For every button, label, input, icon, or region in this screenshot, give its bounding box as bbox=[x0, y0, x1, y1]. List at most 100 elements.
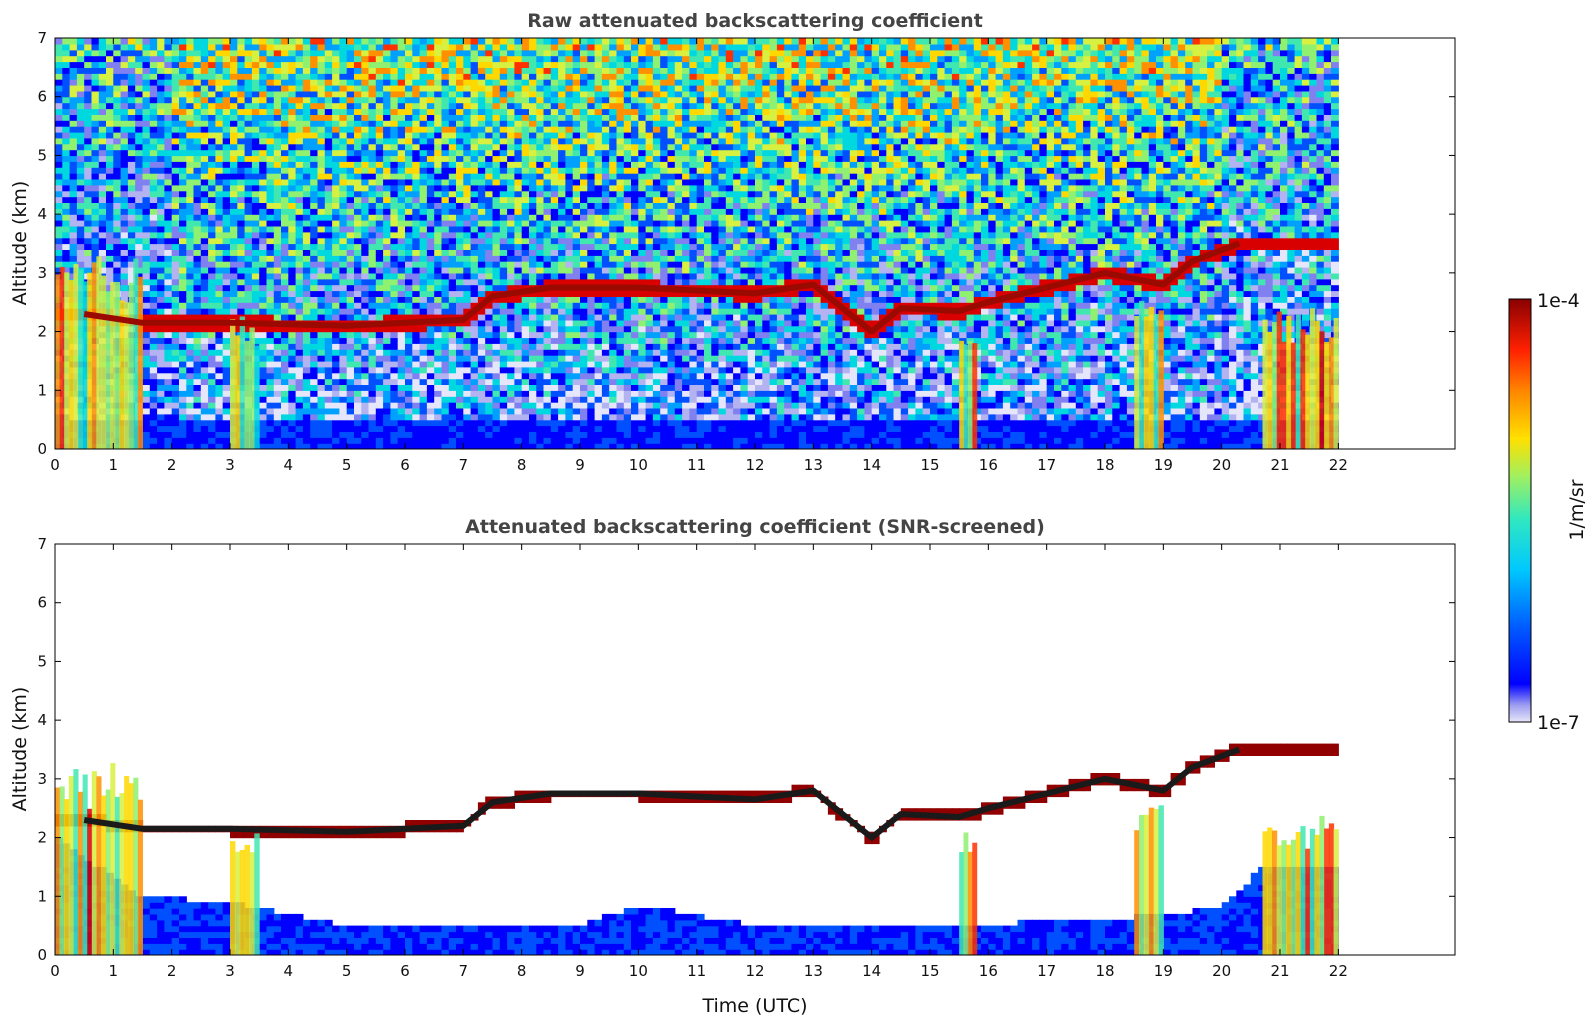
heatmap-cell bbox=[383, 343, 391, 350]
heatmap-cell bbox=[149, 108, 158, 115]
heatmap-cell bbox=[127, 267, 136, 274]
heatmap-cell bbox=[171, 43, 180, 51]
heatmap-cell bbox=[339, 49, 348, 57]
heatmap-cell bbox=[273, 225, 282, 233]
heatmap-cell bbox=[324, 272, 333, 280]
heatmap-cell bbox=[302, 243, 311, 250]
heatmap-cell bbox=[419, 343, 428, 350]
heatmap-cell bbox=[91, 137, 100, 145]
heatmap-cell bbox=[208, 407, 216, 415]
heatmap-cell bbox=[434, 137, 443, 145]
heatmap-cell bbox=[390, 161, 399, 168]
heatmap-cell bbox=[529, 319, 537, 327]
heatmap-cell bbox=[288, 137, 297, 145]
heatmap-cell bbox=[529, 120, 537, 127]
heatmap-cell bbox=[281, 402, 289, 409]
heatmap-cell bbox=[273, 184, 282, 192]
heatmap-cell bbox=[543, 108, 552, 115]
heatmap-cell bbox=[259, 384, 268, 391]
heatmap-cell bbox=[193, 402, 202, 409]
heatmap-cell bbox=[76, 261, 85, 268]
heatmap-cell bbox=[514, 73, 523, 80]
heatmap-cell bbox=[441, 443, 450, 449]
heatmap-cell bbox=[536, 443, 545, 449]
heatmap-cell bbox=[543, 366, 552, 374]
heatmap-cell bbox=[426, 38, 435, 45]
heatmap-cell bbox=[310, 349, 319, 356]
heatmap-cell bbox=[550, 372, 559, 380]
heatmap-cell bbox=[302, 255, 311, 262]
heatmap-cell bbox=[179, 425, 187, 432]
heatmap-cell bbox=[76, 225, 85, 233]
heatmap-cell bbox=[295, 278, 304, 286]
heatmap-cell bbox=[266, 167, 275, 174]
heatmap-cell bbox=[507, 43, 515, 51]
heatmap-cell bbox=[375, 290, 384, 297]
heatmap-cell bbox=[470, 155, 479, 162]
heatmap-cell bbox=[368, 61, 377, 68]
heatmap-cell bbox=[324, 131, 333, 139]
heatmap-cell bbox=[281, 255, 289, 262]
heatmap-cell bbox=[164, 161, 173, 168]
heatmap-cell bbox=[106, 114, 114, 121]
heatmap-cell bbox=[463, 79, 472, 86]
heatmap-cell bbox=[448, 261, 457, 268]
heatmap-cell bbox=[222, 131, 231, 139]
heatmap-cell bbox=[332, 79, 340, 86]
heatmap-cell bbox=[157, 255, 165, 262]
heatmap-cell bbox=[405, 108, 413, 115]
heatmap-cell bbox=[215, 149, 224, 157]
heatmap-cell bbox=[485, 231, 494, 239]
heatmap-cell bbox=[149, 67, 158, 74]
heatmap-cell bbox=[434, 208, 443, 215]
heatmap-cell bbox=[507, 90, 515, 98]
heatmap-cell bbox=[324, 331, 333, 339]
heatmap-cell bbox=[456, 149, 464, 157]
heatmap-cell bbox=[412, 161, 421, 168]
heatmap-cell bbox=[470, 402, 479, 409]
heatmap-cell bbox=[397, 85, 406, 92]
heatmap-cell bbox=[91, 90, 100, 98]
heatmap-cell bbox=[310, 243, 319, 250]
heatmap-cell bbox=[368, 137, 377, 145]
heatmap-cell bbox=[281, 314, 289, 321]
heatmap-cell bbox=[230, 126, 238, 133]
heatmap-cell bbox=[281, 267, 289, 274]
heatmap-cell bbox=[441, 261, 450, 268]
heatmap-cell bbox=[171, 131, 180, 139]
heatmap-cell bbox=[69, 196, 78, 203]
heatmap-cell bbox=[251, 190, 260, 198]
heatmap-cell bbox=[346, 360, 355, 368]
heatmap-cell bbox=[354, 443, 362, 449]
heatmap-cell bbox=[324, 73, 333, 80]
heatmap-cell bbox=[456, 79, 464, 86]
heatmap-cell bbox=[346, 343, 355, 350]
heatmap-cell bbox=[441, 372, 450, 380]
heatmap-cell bbox=[200, 272, 209, 280]
heatmap-cell bbox=[375, 243, 384, 250]
heatmap-cell bbox=[470, 349, 479, 356]
heatmap-cell bbox=[441, 102, 450, 110]
heatmap-cell bbox=[142, 161, 151, 168]
heatmap-cell bbox=[186, 49, 195, 57]
heatmap-cell bbox=[208, 190, 216, 198]
heatmap-cell bbox=[529, 419, 537, 427]
heatmap-cell bbox=[244, 284, 253, 292]
heatmap-cell bbox=[324, 402, 333, 409]
heatmap-cell bbox=[215, 290, 224, 297]
heatmap-cell bbox=[273, 96, 282, 104]
heatmap-cell bbox=[514, 43, 523, 51]
heatmap-cell bbox=[550, 413, 559, 421]
heatmap-cell bbox=[558, 443, 566, 449]
heatmap-cell bbox=[317, 337, 326, 344]
heatmap-cell bbox=[448, 225, 457, 233]
heatmap-cell bbox=[514, 308, 523, 315]
heatmap-cell bbox=[558, 85, 566, 92]
heatmap-cell bbox=[470, 425, 479, 432]
heatmap-cell bbox=[215, 173, 224, 180]
heatmap-cell bbox=[346, 396, 355, 403]
heatmap-cell bbox=[521, 237, 530, 245]
heatmap-cell bbox=[339, 325, 348, 333]
heatmap-cell bbox=[237, 67, 246, 74]
heatmap-cell bbox=[368, 290, 377, 297]
